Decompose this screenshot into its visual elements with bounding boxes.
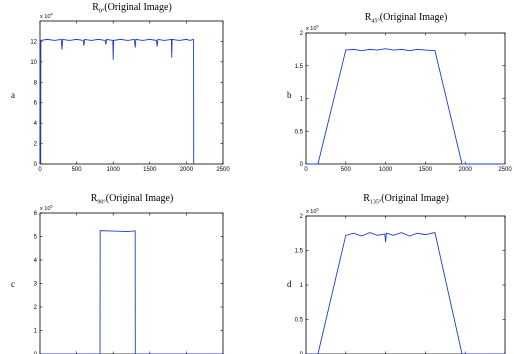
panel-title: R45°(Original Image) — [365, 12, 448, 25]
panel-letter: a — [11, 90, 15, 100]
panel-letter: b — [287, 90, 292, 100]
panel-title: R90°(Original Image) — [91, 193, 174, 206]
panel-a: R0°(Original Image) a x 104 0 500 1000 1500 200… — [11, 2, 230, 173]
x-tick-label: 0 — [38, 167, 42, 173]
panel-c: R90°(Original Image) c x 105 0 1 2 3 4 5 6 — [11, 193, 224, 354]
y-tick-label: 2 — [300, 31, 304, 37]
y-tick-label: 0 — [34, 162, 38, 168]
x-tick-label: 1500 — [419, 167, 433, 173]
x-tick-label: 1000 — [379, 167, 393, 173]
x-tick-label: 1000 — [107, 167, 121, 173]
panel-title: R135°(Original Image) — [363, 193, 449, 206]
axes-frame — [39, 20, 224, 165]
panel-letter: c — [11, 279, 15, 289]
y-tick-label: 1 — [34, 329, 38, 335]
y-tick-label: 0 — [300, 352, 304, 354]
y-exponent-label: x 104 — [40, 12, 53, 21]
x-tick-label: 2500 — [216, 167, 230, 173]
x-tick-label: 2000 — [180, 167, 194, 173]
y-tick-label: 12 — [30, 39, 37, 45]
y-tick-label: 1.5 — [295, 64, 304, 70]
y-exponent-label: x 105 — [306, 24, 319, 33]
y-tick-label: 8 — [34, 80, 38, 86]
y-tick-label: 6 — [34, 101, 38, 107]
y-tick-label: 1 — [300, 97, 304, 103]
panel-title: R0°(Original Image) — [92, 2, 172, 15]
y-tick-label: 6 — [34, 211, 38, 217]
x-tick-label: 500 — [72, 167, 83, 173]
axes-frame — [39, 212, 224, 354]
x-tick-label: 1500 — [143, 167, 157, 173]
axes-frame — [305, 32, 506, 165]
y-tick-label: 0 — [34, 352, 38, 354]
y-exponent-label: x 105 — [40, 204, 53, 213]
y-tick-label: 3 — [34, 282, 38, 288]
y-tick-label: 5 — [34, 235, 38, 241]
y-tick-label: 1.5 — [295, 249, 304, 255]
y-tick-label: 2 — [34, 305, 38, 311]
axes-frame — [305, 215, 506, 354]
y-tick-label: 2 — [34, 142, 38, 148]
x-tick-label: 0 — [304, 167, 308, 173]
x-tick-label: 2500 — [498, 167, 512, 173]
y-tick-label: 0 — [300, 162, 304, 168]
y-tick-label: 10 — [30, 60, 37, 66]
y-tick-label: 4 — [34, 121, 38, 127]
series-line — [40, 230, 223, 354]
x-tick-label: 2000 — [459, 167, 473, 173]
series-line — [40, 38, 195, 165]
series-line — [306, 48, 505, 165]
y-exponent-label: x 105 — [306, 207, 319, 216]
y-tick-label: 1 — [300, 283, 304, 289]
panel-d: R135°(Original Image) d x 105 0 0.5 1 1.5 2 — [287, 193, 506, 354]
series-line — [306, 232, 505, 354]
x-tick-label: 500 — [341, 167, 352, 173]
y-tick-label: 0.5 — [295, 318, 304, 324]
panel-letter: d — [287, 279, 292, 289]
y-tick-label: 0.5 — [295, 129, 304, 135]
y-tick-label: 2 — [300, 214, 304, 220]
y-tick-label: 4 — [34, 258, 38, 264]
